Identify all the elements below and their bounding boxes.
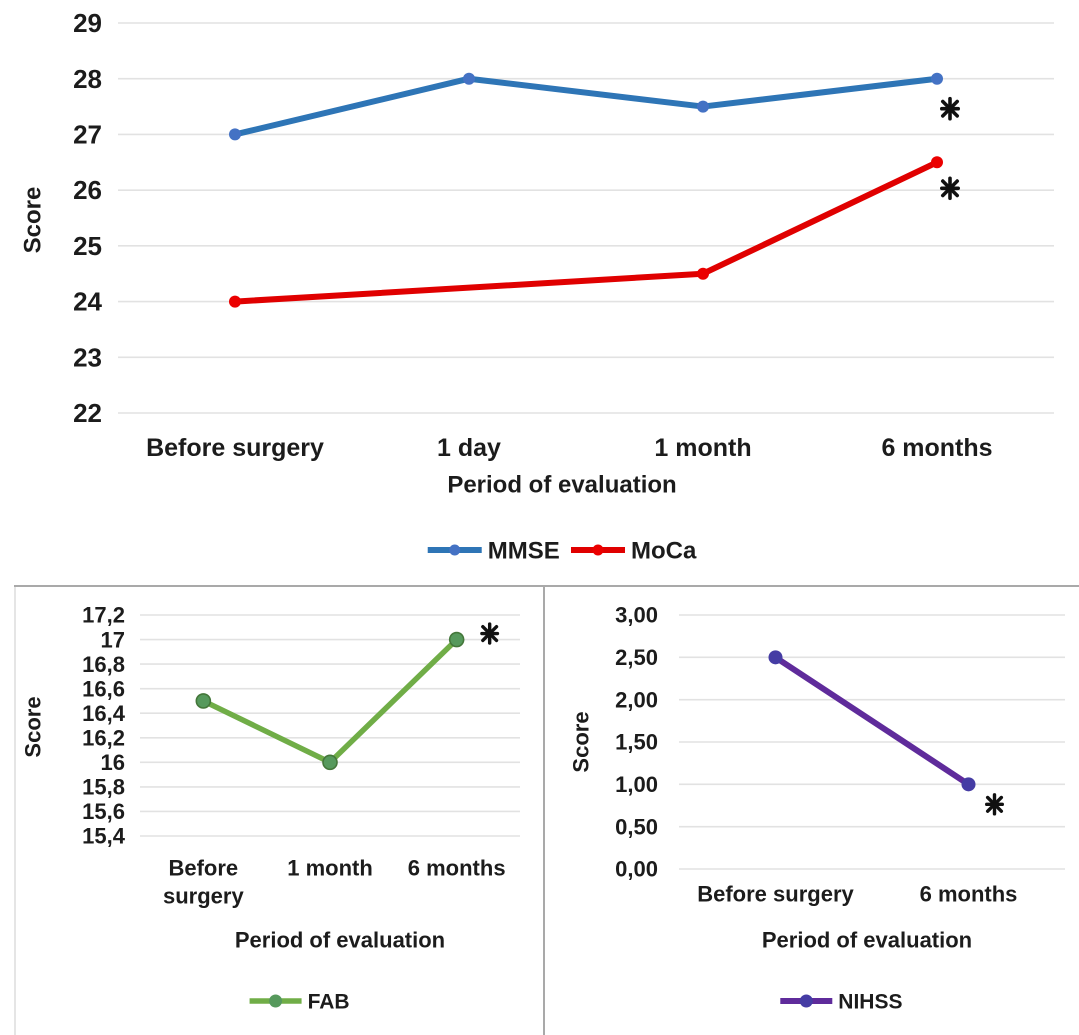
marker-MMSE-2	[697, 100, 709, 113]
legend-item-FAB: FAB	[249, 990, 350, 1013]
legend-label-MMSE: MMSE	[488, 537, 560, 564]
marker-NIHSS-0	[768, 650, 783, 665]
marker-MMSE-1	[463, 72, 475, 85]
y-tick-label: 15,4	[82, 824, 126, 849]
marker-FAB-1	[322, 754, 338, 771]
series-line-NIHSS	[772, 654, 972, 788]
significance-asterisk	[985, 793, 1004, 816]
significance-asterisk	[940, 96, 960, 121]
y-tick-label: 25	[73, 231, 102, 261]
series-line-FAB	[200, 636, 460, 766]
y-axis-title: Score	[21, 696, 46, 757]
significance-asterisk	[940, 176, 960, 201]
marker-MoCa-3	[931, 156, 943, 169]
marker-MoCa-2	[697, 267, 709, 280]
series-line-MMSE	[232, 75, 940, 138]
y-tick-label: 28	[73, 64, 102, 94]
y-tick-label: 16,6	[82, 676, 125, 701]
y-tick-label: 26	[73, 175, 102, 205]
x-category-label: Before	[168, 856, 238, 881]
y-tick-label: 24	[73, 287, 102, 317]
y-tick-label: 16,4	[82, 701, 126, 726]
y-tick-label: 15,6	[82, 799, 125, 824]
panel-divider-vertical	[543, 585, 545, 1035]
x-axis-title: Period of evaluation	[235, 928, 445, 953]
y-tick-label: 2,50	[615, 645, 658, 670]
legend-item-MoCa: MoCa	[571, 537, 697, 564]
marker-FAB-2	[448, 631, 465, 648]
y-tick-label: 29	[73, 8, 102, 38]
y-tick-label: 3,00	[615, 603, 658, 628]
legend-label-NIHSS: NIHSS	[838, 990, 902, 1013]
marker-NIHSS-1	[961, 777, 976, 792]
y-tick-label: 16,8	[82, 652, 125, 677]
panel-divider-horizontal	[14, 585, 1079, 587]
x-axis-title: Period of evaluation	[447, 471, 676, 498]
legend-label-MoCa: MoCa	[631, 537, 697, 564]
marker-FAB-0	[195, 693, 212, 709]
marker-MMSE-3	[931, 72, 943, 85]
y-tick-label: 0,00	[615, 857, 658, 882]
marker-MMSE-0	[229, 128, 241, 141]
x-category-label: 6 months	[881, 434, 992, 462]
legend-marker-MoCa	[592, 544, 604, 556]
marker-MoCa-0	[229, 295, 241, 308]
legend-marker-MMSE	[449, 544, 461, 556]
y-tick-label: 2,00	[615, 687, 658, 712]
y-axis-title: Score	[19, 187, 46, 254]
x-category-label: 1 day	[437, 434, 501, 462]
x-category-label: 1 month	[287, 856, 373, 881]
chart-mmse-moca: 29 28 27 26 25 24 23 22 Before surgery 1 day 1 mon…	[19, 8, 1054, 564]
y-tick-label: 23	[73, 342, 102, 372]
y-tick-label: 16,2	[82, 725, 125, 750]
y-tick-label: 22	[73, 398, 102, 428]
y-tick-label: 0,50	[615, 814, 658, 839]
x-axis-title: Period of evaluation	[762, 928, 972, 953]
significance-asterisk	[480, 622, 500, 645]
legend-label-FAB: FAB	[308, 990, 350, 1013]
x-category-label: Before surgery	[146, 434, 324, 462]
legend-item-NIHSS: NIHSS	[780, 990, 902, 1013]
y-tick-label: 1,00	[615, 772, 658, 797]
y-tick-label: 15,8	[82, 775, 125, 800]
y-tick-label: 16	[101, 750, 125, 775]
x-category-label: 1 month	[654, 434, 751, 462]
x-category-label: surgery	[163, 884, 244, 909]
x-category-label: 6 months	[408, 856, 506, 881]
legend-marker-FAB	[269, 994, 283, 1008]
legend-marker-NIHSS	[799, 994, 813, 1008]
x-category-label: 6 months	[920, 882, 1018, 907]
panel-border-left	[14, 587, 16, 1035]
y-tick-label: 17	[101, 627, 125, 652]
y-tick-label: 1,50	[615, 730, 658, 755]
x-category-label: Before surgery	[697, 882, 854, 907]
y-tick-label: 17,2	[82, 603, 125, 628]
legend-item-MMSE: MMSE	[427, 537, 560, 564]
chart-nihss: 3,00 2,50 2,00 1,50 1,00 0,50 0,00 Before surge…	[569, 603, 1065, 1013]
series-line-MoCa	[232, 159, 940, 305]
y-tick-label: 27	[73, 120, 102, 150]
y-axis-title: Score	[569, 711, 594, 772]
